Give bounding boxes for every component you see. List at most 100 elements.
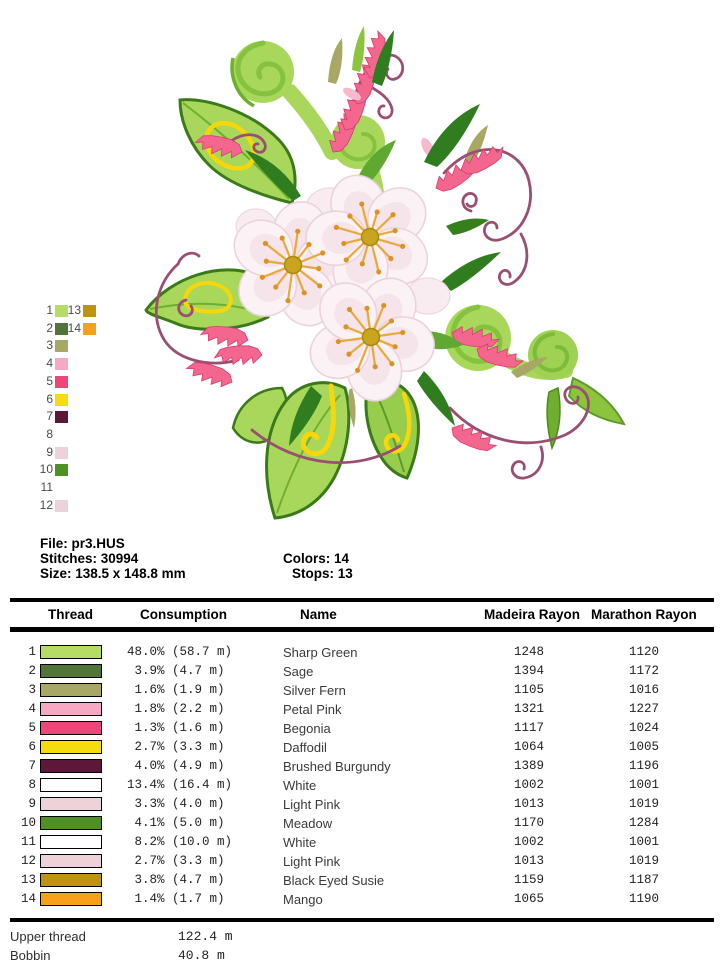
madeira-code: 1013 — [514, 854, 545, 868]
madeira-code: 1389 — [514, 759, 545, 773]
marathon-code: 1172 — [629, 664, 660, 678]
legend-number: 3 — [46, 338, 53, 352]
table-row: 9 3.3% (4.0 m) Light Pink 1013 1019 — [10, 795, 714, 814]
table-row: 1 48.0% (58.7 m) Sharp Green 1248 1120 — [10, 643, 714, 662]
madeira-code: 1117 — [514, 721, 545, 735]
legend-swatch — [55, 375, 68, 388]
stop-count: Stops: 13 — [292, 566, 353, 581]
bobbin-value: 40.8 m — [178, 948, 225, 963]
table-row: 5 1.3% (1.6 m) Begonia 1117 1024 — [10, 719, 714, 738]
thread-number: 3 — [28, 683, 36, 697]
thread-number: 9 — [28, 797, 36, 811]
madeira-code: 1394 — [514, 664, 545, 678]
thread-color-swatch — [40, 645, 102, 659]
legend-item: 8 — [36, 428, 68, 441]
thread-consumption: 3.3% (4.0 m) — [127, 797, 225, 811]
thread-name: Silver Fern — [283, 683, 346, 698]
thread-name: Brushed Burgundy — [283, 759, 391, 774]
upper-thread-label: Upper thread — [10, 929, 86, 944]
header-consumption: Consumption — [140, 607, 227, 622]
header-madeira-rayon: Madeira Rayon — [484, 607, 581, 622]
table-row: 12 2.7% (3.3 m) Light Pink 1013 1019 — [10, 852, 714, 871]
legend-item: 5 — [36, 375, 68, 388]
thread-number: 8 — [28, 778, 36, 792]
thread-consumption: 3.9% (4.7 m) — [127, 664, 225, 678]
legend-swatch — [55, 393, 68, 406]
thread-color-swatch — [40, 683, 102, 697]
legend-item: 14 — [64, 322, 96, 335]
legend-swatch — [55, 304, 68, 317]
thread-consumption: 1.6% (1.9 m) — [127, 683, 225, 697]
madeira-code: 1105 — [514, 683, 545, 697]
legend-number: 11 — [40, 480, 53, 494]
legend-swatch — [55, 339, 68, 352]
stitch-count: Stitches: 30994 — [40, 551, 139, 566]
thread-color-swatch — [40, 797, 102, 811]
legend-item: 6 — [36, 393, 68, 406]
thread-color-swatch — [40, 816, 102, 830]
thread-name: White — [283, 778, 317, 793]
madeira-code: 1065 — [514, 892, 545, 906]
thread-name: Mango — [283, 892, 323, 907]
legend-swatch — [55, 410, 68, 423]
thread-consumption: 4.1% (5.0 m) — [127, 816, 225, 830]
legend-number: 10 — [39, 462, 53, 476]
color-count: Colors: 14 — [283, 551, 350, 566]
thread-number: 13 — [20, 873, 36, 887]
legend-swatch — [55, 481, 68, 494]
thread-name: White — [283, 835, 317, 850]
legend-swatch — [55, 446, 68, 459]
legend-swatch — [55, 428, 68, 441]
legend-item: 13 — [64, 304, 96, 317]
thread-consumption: 8.2% (10.0 m) — [127, 835, 233, 849]
legend-swatch — [55, 499, 68, 512]
legend-number: 7 — [46, 409, 53, 423]
thread-color-swatch — [40, 759, 102, 773]
marathon-code: 1001 — [629, 835, 660, 849]
madeira-code: 1159 — [514, 873, 545, 887]
table-row: 2 3.9% (4.7 m) Sage 1394 1172 — [10, 662, 714, 681]
thread-color-swatch — [40, 740, 102, 754]
thread-color-swatch — [40, 778, 102, 792]
design-size: Size: 138.5 x 148.8 mm — [40, 566, 186, 581]
legend-swatch — [55, 322, 68, 335]
thread-number: 5 — [28, 721, 36, 735]
legend-number: 12 — [39, 498, 53, 512]
legend-swatch — [55, 357, 68, 370]
thread-number: 2 — [28, 664, 36, 678]
legend-number: 6 — [46, 392, 53, 406]
madeira-code: 1013 — [514, 797, 545, 811]
table-row: 13 3.8% (4.7 m) Black Eyed Susie 1159 1187 — [10, 871, 714, 890]
legend-item: 4 — [36, 357, 68, 370]
thread-number: 11 — [20, 835, 36, 849]
marathon-code: 1001 — [629, 778, 660, 792]
table-row: 8 13.4% (16.4 m) White 1002 1001 — [10, 776, 714, 795]
thread-name: Light Pink — [283, 854, 341, 869]
header-name: Name — [300, 607, 337, 622]
legend-item: 1 — [36, 304, 68, 317]
legend-item: 3 — [36, 339, 68, 352]
legend-number: 2 — [46, 321, 53, 335]
marathon-code: 1227 — [629, 702, 660, 716]
marathon-code: 1016 — [629, 683, 660, 697]
thread-consumption: 4.0% (4.9 m) — [127, 759, 225, 773]
thread-color-swatch — [40, 664, 102, 678]
legend-swatch — [55, 463, 68, 476]
thread-color-swatch — [40, 721, 102, 735]
header-thread: Thread — [48, 607, 94, 622]
thread-name: Sage — [283, 664, 314, 679]
marathon-code: 1187 — [629, 873, 660, 887]
table-row: 6 2.7% (3.3 m) Daffodil 1064 1005 — [10, 738, 714, 757]
marathon-code: 1019 — [629, 797, 660, 811]
thread-number: 10 — [20, 816, 36, 830]
upper-thread-value: 122.4 m — [178, 929, 233, 944]
thread-consumption: 1.8% (2.2 m) — [127, 702, 225, 716]
legend-number: 8 — [46, 427, 53, 441]
marathon-code: 1190 — [629, 892, 660, 906]
thread-number: 12 — [20, 854, 36, 868]
thread-color-swatch — [40, 702, 102, 716]
thread-color-swatch — [40, 835, 102, 849]
totals-rule — [10, 918, 714, 922]
madeira-code: 1170 — [514, 816, 545, 830]
